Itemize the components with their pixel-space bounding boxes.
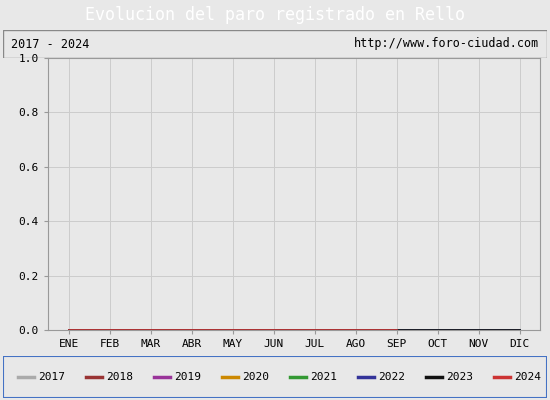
Text: 2018: 2018 bbox=[106, 372, 133, 382]
Text: 2017 - 2024: 2017 - 2024 bbox=[11, 38, 89, 50]
Text: 2019: 2019 bbox=[174, 372, 201, 382]
Text: 2020: 2020 bbox=[242, 372, 269, 382]
Text: Evolucion del paro registrado en Rello: Evolucion del paro registrado en Rello bbox=[85, 6, 465, 24]
Text: 2023: 2023 bbox=[446, 372, 473, 382]
Text: http://www.foro-ciudad.com: http://www.foro-ciudad.com bbox=[354, 38, 539, 50]
Text: 2024: 2024 bbox=[514, 372, 541, 382]
Text: 2021: 2021 bbox=[310, 372, 337, 382]
Text: 2017: 2017 bbox=[38, 372, 65, 382]
Text: 2022: 2022 bbox=[378, 372, 405, 382]
